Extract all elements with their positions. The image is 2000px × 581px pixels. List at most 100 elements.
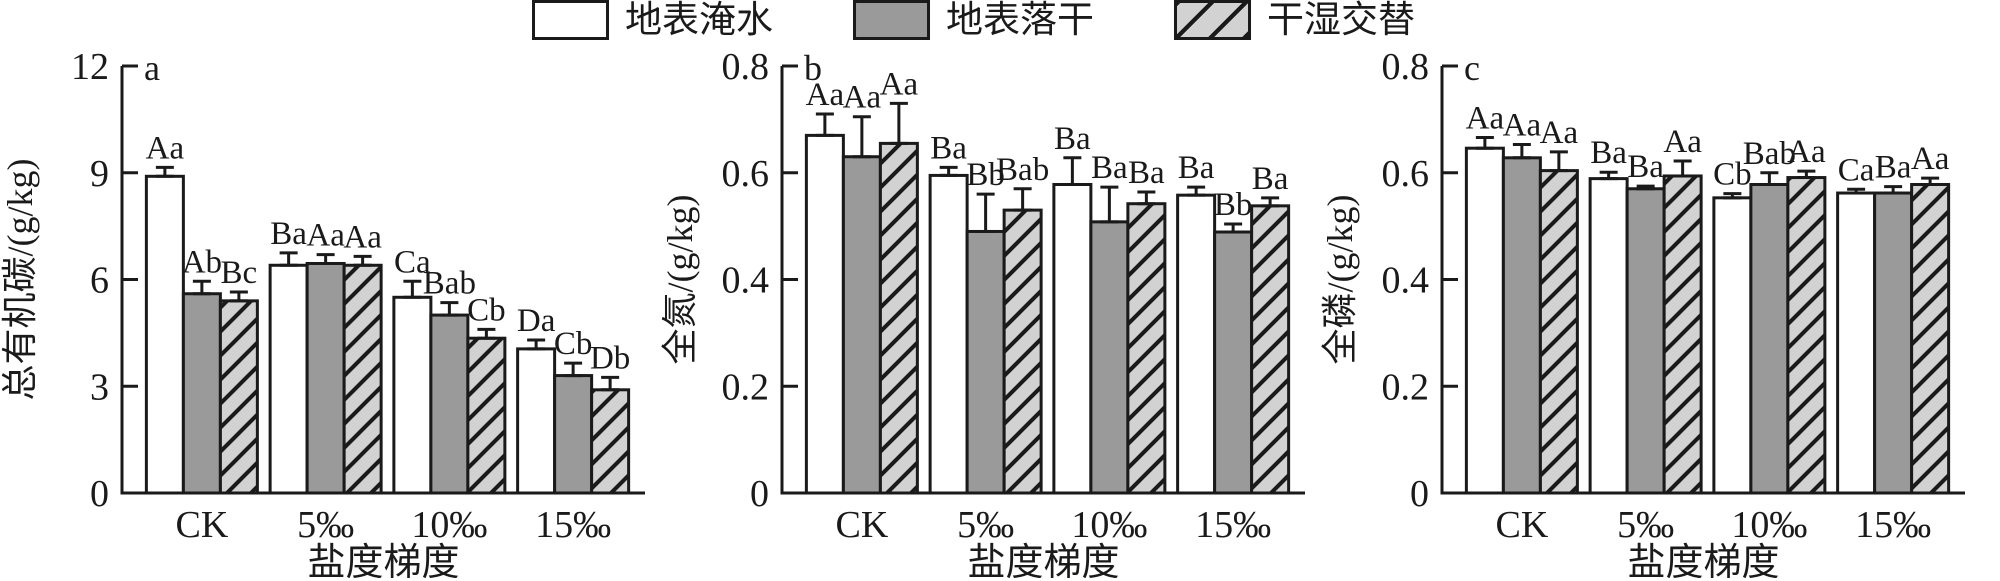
error-bar bbox=[527, 338, 546, 351]
sig-label: Cb bbox=[1713, 157, 1752, 193]
x-category-label: 10‰ bbox=[1731, 504, 1807, 546]
x-category-label: 15‰ bbox=[1855, 504, 1931, 546]
error-bar bbox=[229, 290, 248, 303]
error-bar bbox=[1723, 192, 1742, 200]
error-bar bbox=[1599, 170, 1618, 181]
y-tick-label: 0.8 bbox=[722, 46, 770, 88]
error-bar bbox=[601, 375, 620, 392]
bar bbox=[1126, 202, 1167, 495]
x-category-label: CK bbox=[175, 504, 228, 546]
sig-label: Bab bbox=[423, 266, 476, 302]
y-tick-label: 0.8 bbox=[1382, 46, 1430, 88]
bar bbox=[1501, 156, 1542, 495]
bar bbox=[841, 155, 882, 495]
error-bar bbox=[316, 253, 335, 265]
sig-label: Ba bbox=[930, 130, 967, 166]
bar bbox=[1836, 191, 1877, 495]
sig-label: Bb bbox=[1214, 187, 1253, 223]
bar bbox=[392, 295, 433, 495]
y-axis: 0 0.2 0.4 0.6 0.8 bbox=[722, 46, 798, 515]
y-tick-label: 0.6 bbox=[1382, 153, 1430, 195]
sig-label: Aa bbox=[806, 77, 845, 113]
x-axis-title: 盐度梯度 bbox=[307, 542, 459, 578]
sig-label: Aa bbox=[146, 130, 185, 166]
y-axis-title: 总有机碳/(g/kg) bbox=[0, 159, 40, 401]
legend-label: 地表落干 bbox=[946, 0, 1095, 41]
bar bbox=[429, 313, 470, 495]
y-tick-label: 6 bbox=[90, 260, 109, 302]
error-bar bbox=[279, 251, 298, 267]
y-tick-label: 0.2 bbox=[722, 366, 770, 408]
error-bar bbox=[440, 301, 459, 317]
bar bbox=[1213, 230, 1254, 495]
error-bar bbox=[1013, 187, 1032, 212]
error-bar bbox=[1884, 185, 1903, 195]
error-bar bbox=[1760, 171, 1779, 186]
sig-label: Ba bbox=[1054, 121, 1091, 157]
error-bar bbox=[192, 279, 211, 296]
legend-label: 地表淹水 bbox=[625, 0, 774, 41]
bar bbox=[1089, 220, 1130, 495]
sig-label: Bc bbox=[221, 255, 258, 291]
bar bbox=[1588, 177, 1629, 495]
x-axis-title: 盐度梯度 bbox=[967, 542, 1119, 578]
bar-group-15‰: 15‰ Ca Ba Aa bbox=[1836, 141, 1951, 546]
bar bbox=[218, 299, 259, 495]
panel-letter: b bbox=[804, 48, 822, 88]
error-bar bbox=[1921, 176, 1940, 186]
sig-label: Aa bbox=[306, 218, 345, 254]
chart-legend: 地表淹水 地表落干 干湿交替 bbox=[532, 0, 1415, 40]
bar bbox=[268, 263, 309, 495]
error-bar bbox=[1100, 185, 1119, 224]
legend-swatch-gray bbox=[853, 0, 931, 40]
x-category-label: 15‰ bbox=[535, 504, 611, 546]
error-bar bbox=[1797, 169, 1816, 180]
bar bbox=[1176, 193, 1217, 495]
bar bbox=[928, 173, 969, 495]
error-bar bbox=[403, 279, 422, 299]
panel-letter: c bbox=[1464, 48, 1480, 88]
error-bar bbox=[1636, 184, 1655, 191]
legend-swatch-white bbox=[532, 0, 610, 40]
legend-item-surface-flooding: 地表淹水 bbox=[532, 0, 773, 40]
bar bbox=[516, 347, 557, 495]
bar bbox=[1873, 191, 1914, 495]
sig-label: Bab bbox=[1743, 136, 1796, 172]
y-tick-label: 0.2 bbox=[1382, 366, 1430, 408]
error-bar bbox=[1673, 159, 1692, 178]
bar bbox=[305, 261, 346, 495]
bar bbox=[553, 374, 594, 495]
bar bbox=[1786, 176, 1827, 495]
bar bbox=[1662, 174, 1703, 495]
y-tick-label: 9 bbox=[90, 153, 109, 195]
legend-item-wet-dry-alternation: 干湿交替 bbox=[1174, 0, 1415, 40]
error-bar bbox=[1549, 150, 1568, 173]
sig-label: Cb bbox=[554, 326, 593, 362]
y-tick-label: 0 bbox=[1410, 473, 1429, 515]
y-axis: 0 0.2 0.4 0.6 0.8 bbox=[1382, 46, 1458, 515]
sig-label: Ca bbox=[1838, 152, 1875, 188]
x-category-label: 10‰ bbox=[411, 504, 487, 546]
error-bar bbox=[976, 192, 995, 233]
x-category-label: 15‰ bbox=[1195, 504, 1271, 546]
legend-item-surface-drying: 地表落干 bbox=[853, 0, 1094, 40]
error-bar bbox=[1847, 187, 1866, 195]
x-category-label: 5‰ bbox=[957, 504, 1014, 546]
sig-label: Aa bbox=[1663, 124, 1702, 160]
error-bar bbox=[564, 361, 583, 378]
bar bbox=[804, 133, 845, 495]
panel-b-chart: 00.20.40.60.8 b全氮/(g/kg)盐度梯度CKAaAaAa5‰BaB… bbox=[660, 46, 1305, 578]
sig-label: Ba bbox=[1091, 150, 1128, 186]
x-category-label: 5‰ bbox=[297, 504, 354, 546]
bar bbox=[965, 229, 1006, 495]
error-bar bbox=[1224, 222, 1243, 234]
y-axis-title: 全氮/(g/kg) bbox=[660, 195, 700, 365]
